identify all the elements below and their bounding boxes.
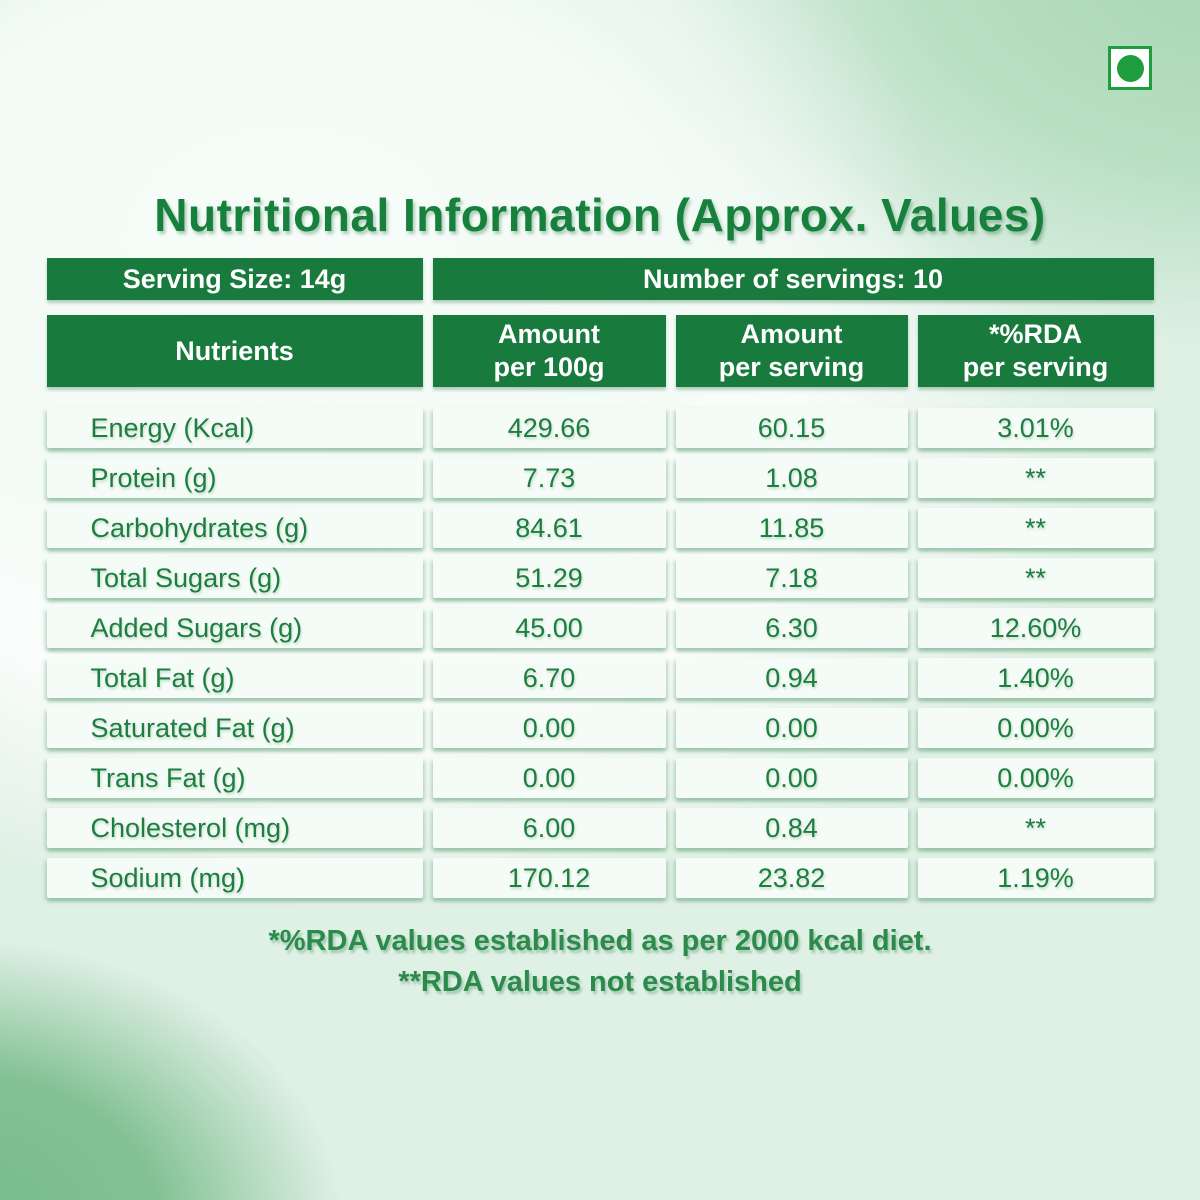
header-line: per serving	[718, 352, 865, 382]
nutrition-panel: Nutritional Information (Approx. Values)…	[46, 0, 1154, 1003]
table-row: Protein (g) 7.73 1.08 **	[46, 458, 1154, 498]
amount-per-100g-cell: 6.00	[432, 808, 666, 848]
nutrient-name-cell: Carbohydrates (g)	[46, 508, 423, 548]
amount-per-100g-cell: 0.00	[432, 708, 666, 748]
amount-per-100g-cell: 170.12	[432, 858, 666, 898]
table-row: Cholesterol (mg) 6.00 0.84 **	[46, 808, 1154, 848]
nutrient-name-cell: Total Sugars (g)	[46, 558, 423, 598]
vegetarian-dot-icon	[1116, 54, 1144, 82]
amount-per-100g-cell: 7.73	[432, 458, 666, 498]
amount-per-serving-cell: 0.84	[675, 808, 908, 848]
nutrient-name-cell: Energy (Kcal)	[46, 408, 423, 448]
amount-per-serving-cell: 0.00	[675, 758, 908, 798]
nutrient-name-cell: Cholesterol (mg)	[46, 808, 423, 848]
table-row: Trans Fat (g) 0.00 0.00 0.00%	[46, 758, 1154, 798]
nutrient-name-cell: Trans Fat (g)	[46, 758, 423, 798]
rda-per-serving-cell: **	[917, 808, 1154, 848]
rda-per-serving-cell: 0.00%	[917, 708, 1154, 748]
header-line: Nutrients	[175, 335, 294, 366]
vegetarian-mark-icon	[1108, 46, 1152, 90]
rda-per-serving-cell: **	[917, 458, 1154, 498]
amount-per-serving-cell: 0.00	[675, 708, 908, 748]
rda-per-serving-cell: 0.00%	[917, 758, 1154, 798]
amount-per-100g-cell: 429.66	[432, 408, 666, 448]
amount-per-100g-cell: 0.00	[432, 758, 666, 798]
amount-per-serving-cell: 6.30	[675, 608, 908, 648]
header-line: per 100g	[493, 352, 605, 382]
header-amount-per-serving: Amount per serving	[675, 315, 908, 387]
number-of-servings-bar: Number of servings: 10	[432, 258, 1154, 300]
rda-per-serving-cell: **	[917, 508, 1154, 548]
amount-per-100g-cell: 45.00	[432, 608, 666, 648]
table-row: Total Fat (g) 6.70 0.94 1.40%	[46, 658, 1154, 698]
rda-per-serving-cell: 3.01%	[917, 408, 1154, 448]
amount-per-serving-cell: 11.85	[675, 508, 908, 548]
table-row: Energy (Kcal) 429.66 60.15 3.01%	[46, 408, 1154, 448]
table-row: Total Sugars (g) 51.29 7.18 **	[46, 558, 1154, 598]
rda-per-serving-cell: **	[917, 558, 1154, 598]
header-nutrients: Nutrients	[46, 315, 423, 387]
serving-info-row: Serving Size: 14g Number of servings: 10	[46, 258, 1154, 300]
nutrient-name-cell: Added Sugars (g)	[46, 608, 423, 648]
nutrient-name-cell: Total Fat (g)	[46, 658, 423, 698]
table-row: Carbohydrates (g) 84.61 11.85 **	[46, 508, 1154, 548]
table-header-row: Nutrients Amount per 100g Amount per ser…	[46, 315, 1154, 387]
rda-per-serving-cell: 12.60%	[917, 608, 1154, 648]
serving-size-bar: Serving Size: 14g	[46, 258, 423, 300]
header-rda-per-serving: *%RDA per serving	[917, 315, 1154, 387]
table-body: Energy (Kcal) 429.66 60.15 3.01% Protein…	[46, 408, 1154, 898]
amount-per-100g-cell: 51.29	[432, 558, 666, 598]
table-row: Sodium (mg) 170.12 23.82 1.19%	[46, 858, 1154, 898]
amount-per-serving-cell: 0.94	[675, 658, 908, 698]
footnotes: *%RDA values established as per 2000 kca…	[47, 921, 1154, 1003]
footnote-rda-not-established: **RDA values not established	[398, 966, 802, 998]
amount-per-serving-cell: 23.82	[675, 858, 908, 898]
amount-per-100g-cell: 6.70	[432, 658, 666, 698]
amount-per-100g-cell: 84.61	[432, 508, 666, 548]
rda-per-serving-cell: 1.40%	[917, 658, 1154, 698]
header-amount-per-100g: Amount per 100g	[432, 315, 666, 387]
footnote-rda-established: *%RDA values established as per 2000 kca…	[268, 925, 932, 957]
table-row: Saturated Fat (g) 0.00 0.00 0.00%	[46, 708, 1154, 748]
page-title: Nutritional Information (Approx. Values)	[154, 189, 1046, 241]
header-line: Amount	[740, 319, 843, 349]
amount-per-serving-cell: 60.15	[675, 408, 908, 448]
header-line: *%RDA	[988, 319, 1082, 349]
amount-per-serving-cell: 7.18	[675, 558, 908, 598]
table-row: Added Sugars (g) 45.00 6.30 12.60%	[46, 608, 1154, 648]
amount-per-serving-cell: 1.08	[675, 458, 908, 498]
header-line: Amount	[498, 319, 600, 349]
nutrient-name-cell: Saturated Fat (g)	[46, 708, 423, 748]
nutrient-name-cell: Sodium (mg)	[46, 858, 423, 898]
header-line: per serving	[962, 352, 1109, 382]
rda-per-serving-cell: 1.19%	[917, 858, 1154, 898]
nutrient-name-cell: Protein (g)	[46, 458, 423, 498]
